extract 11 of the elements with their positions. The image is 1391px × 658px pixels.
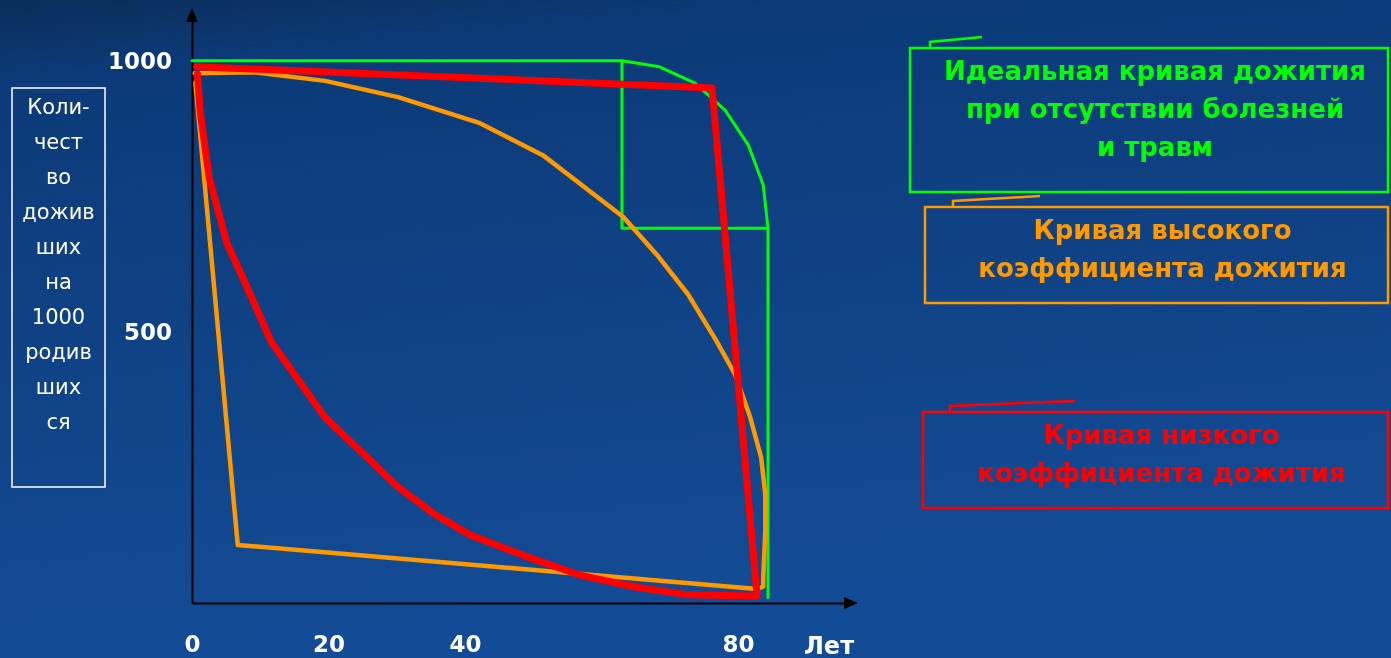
x-tick-label: 80 — [722, 631, 755, 658]
legend-label: Кривая низкого коэффициента дожития — [977, 420, 1346, 488]
text: Коли- чест во дожив ших на 1000 родив ших ся — [22, 95, 95, 434]
y-tick-label: 1000 — [107, 47, 172, 74]
x-axis-title: Лет — [803, 632, 855, 658]
x-tick-label: 0 — [184, 631, 201, 658]
x-tick-label: 40 — [449, 631, 482, 658]
x-tick-label: 20 — [312, 631, 345, 658]
legend-label: Идеальная кривая дожития при отсутствии болезней и травм — [944, 56, 1366, 162]
legend-label: Кривая высокого коэффициента дожития — [978, 215, 1347, 283]
y-tick-label: 500 — [123, 318, 172, 345]
